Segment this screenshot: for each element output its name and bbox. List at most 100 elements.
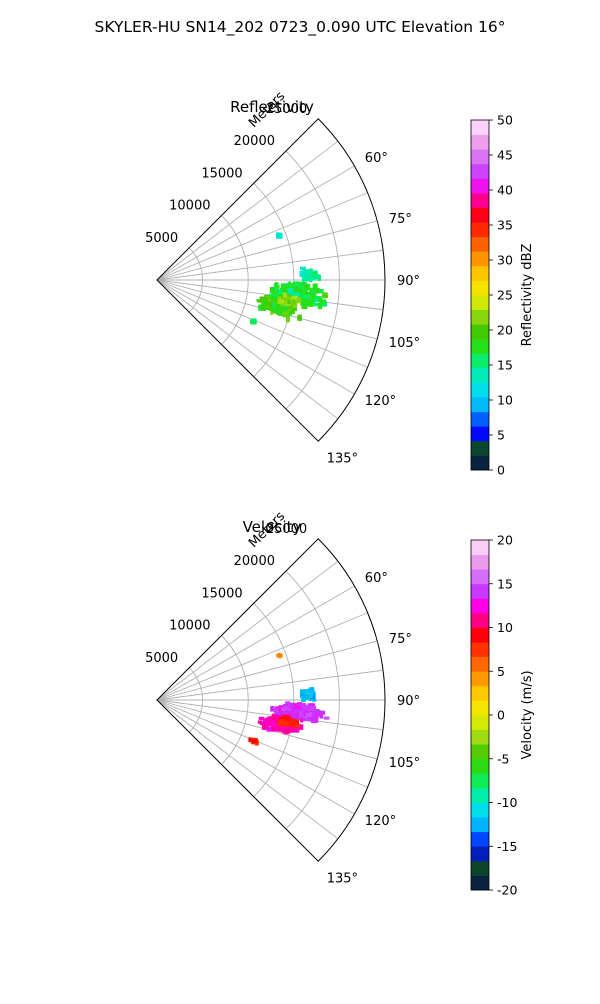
range-tick-label: 10000 <box>169 199 210 214</box>
colorbar-segment <box>471 426 489 442</box>
echo-gate <box>313 715 317 721</box>
echo-gate <box>250 318 257 325</box>
echo-gate <box>315 287 320 294</box>
colorbar-segment <box>471 440 489 456</box>
colorbar-segment <box>471 671 489 687</box>
echo-gate <box>306 300 313 305</box>
echo-gate <box>274 287 280 292</box>
azimuth-tick-label: 75° <box>389 632 412 647</box>
echo-gate <box>300 266 306 271</box>
azimuth-spoke <box>156 560 339 701</box>
range-tick-label: 20000 <box>234 554 275 569</box>
echo-gate <box>269 293 275 299</box>
echo-gate <box>273 293 277 299</box>
echo-gate <box>293 714 300 720</box>
azimuth-tick-label: 60° <box>365 151 388 166</box>
echo-gate <box>270 706 275 712</box>
colorbar-segment <box>471 411 489 427</box>
echo-gate <box>298 710 306 717</box>
azimuth-tick-label: 120° <box>365 814 396 829</box>
echo-gate <box>278 299 284 304</box>
colorbar-tick-label: 35 <box>497 218 513 233</box>
echo-gate <box>291 712 295 717</box>
echo-gate <box>287 295 292 300</box>
colorbar-tick-label: 10 <box>497 393 513 408</box>
echo-gate <box>292 720 298 725</box>
echo-gate <box>303 274 311 280</box>
azimuth-spoke <box>156 279 355 395</box>
echo-gate <box>289 723 294 727</box>
colorbar-segment <box>471 758 489 774</box>
echo-gate <box>257 720 262 724</box>
echo-gate <box>277 232 283 239</box>
echo-gate <box>270 718 275 722</box>
echo-gate <box>282 290 288 294</box>
echo-gate <box>266 295 272 302</box>
colorbar-segment <box>471 583 489 599</box>
azimuth-tick-label: 90° <box>397 274 420 289</box>
azimuth-spoke <box>156 249 384 281</box>
echo-gate <box>284 724 290 731</box>
colorbar-segment <box>471 295 489 310</box>
azimuth-tick-label: 120° <box>365 394 396 409</box>
colorbar-segment <box>471 860 489 876</box>
echo-gate <box>313 294 317 298</box>
echo-gate <box>309 299 316 306</box>
echo-gate <box>292 286 299 291</box>
echo-gate <box>275 711 279 717</box>
colorbar-segment <box>471 773 489 789</box>
echo-gate <box>277 302 283 307</box>
echo-gate <box>318 289 324 294</box>
echo-gate <box>319 712 324 719</box>
azimuth-tick-label: 90° <box>397 694 420 709</box>
range-tick-label: 5000 <box>145 651 178 666</box>
azimuth-spoke <box>156 699 384 731</box>
colorbar-segment <box>471 353 489 369</box>
panel-reflectivity: Reflectivity500010000150002000025000Mete… <box>145 89 535 478</box>
azimuth-spoke <box>156 192 368 281</box>
colorbar-tick-label: 20 <box>497 323 513 338</box>
echo-gate <box>282 306 288 312</box>
range-tick-label: 15000 <box>201 586 242 601</box>
echo-field <box>248 652 330 746</box>
range-tick-label: 5000 <box>145 231 178 246</box>
echo-gate <box>268 306 273 310</box>
echo-gate <box>303 269 310 275</box>
echo-gate <box>288 282 295 287</box>
panel-title: Reflectivity <box>230 98 314 116</box>
echo-gate <box>274 715 282 720</box>
echo-gate <box>275 282 279 287</box>
echo-gate <box>287 311 292 316</box>
colorbar-segment <box>471 831 489 847</box>
echo-gate <box>270 716 275 720</box>
colorbar-segment <box>471 382 489 398</box>
echo-gate <box>303 294 310 298</box>
echo-gate <box>266 727 273 732</box>
colorbar-tick-label: 0 <box>497 708 505 723</box>
azimuth-tick-label: 105° <box>389 756 420 771</box>
echo-gate <box>303 705 310 712</box>
colorbar-tick-label: 30 <box>497 253 513 268</box>
echo-gate <box>287 288 294 295</box>
echo-gate <box>283 706 289 711</box>
colorbar-segment <box>471 265 489 281</box>
colorbar-segment <box>471 178 489 194</box>
echo-gate <box>303 710 308 715</box>
echo-gate <box>312 272 317 277</box>
azimuth-spoke <box>156 640 378 701</box>
colorbar-segment <box>471 715 489 730</box>
echo-gate <box>251 739 258 744</box>
echo-gate <box>317 296 323 301</box>
echo-gate <box>284 722 288 727</box>
echo-gate <box>309 706 315 711</box>
colorbar-tick-label: 25 <box>497 288 513 303</box>
azimuth-tick-label: 75° <box>389 212 412 227</box>
azimuth-spoke <box>156 585 355 701</box>
colorbar-segment <box>471 685 489 701</box>
colorbar-tick-label: 5 <box>497 664 505 679</box>
echo-gate <box>248 737 252 742</box>
azimuth-spoke <box>156 699 355 815</box>
azimuth-spoke <box>156 612 368 701</box>
echo-gate <box>324 294 328 298</box>
echo-gate <box>290 702 295 709</box>
